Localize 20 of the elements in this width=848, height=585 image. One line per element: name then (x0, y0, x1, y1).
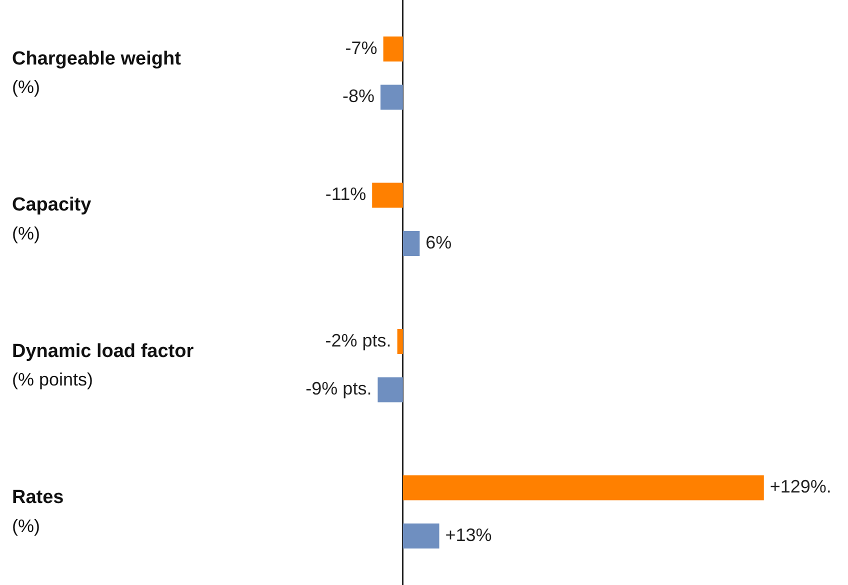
data-label: -2% pts. (325, 330, 392, 350)
data-label: -8% (342, 86, 374, 106)
y-tick-label: Capacity (%) (12, 194, 92, 244)
data-label: 6% (426, 232, 452, 252)
data-label: -7% (345, 38, 378, 58)
bar (397, 328, 403, 354)
data-label: -11% (325, 184, 366, 204)
bar (402, 230, 420, 256)
data-label: +129%. (770, 476, 832, 497)
bar (372, 182, 403, 208)
bar (402, 523, 440, 549)
bar (402, 475, 764, 500)
data-label: +13% (445, 524, 492, 545)
y-tick-label: Chargeable weight (%) (12, 48, 182, 98)
bar (378, 377, 403, 402)
y-tick-label: Dynamic load factor (% points) (12, 340, 194, 390)
bar (383, 36, 403, 62)
bar (380, 84, 403, 110)
y-tick-label: Rates (%) (12, 487, 64, 536)
data-label: -9% pts. (306, 378, 372, 399)
